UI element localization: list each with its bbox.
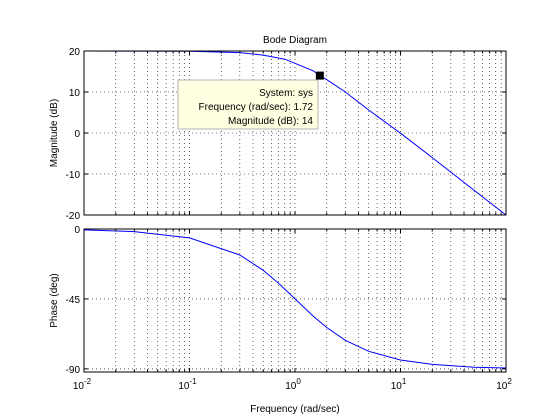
x-tick-label: 10-1 <box>178 377 197 392</box>
y-tick-label: -45 <box>66 295 81 306</box>
series-line <box>83 229 507 369</box>
y-tick-label: -20 <box>66 211 81 222</box>
datatip-box <box>177 79 319 130</box>
y-tick-label: 20 <box>69 47 81 58</box>
datatip-line: Magnitude (dB): 14 <box>228 116 313 127</box>
y-tick-label: 0 <box>74 225 80 236</box>
datatip-line: System: sys <box>259 88 313 99</box>
chart-title: Bode Diagram <box>263 35 327 46</box>
y-tick-label: 0 <box>74 129 80 140</box>
y-tick-label: 10 <box>69 88 81 99</box>
x-tick-label: 102 <box>496 377 512 392</box>
y-tick-label: -10 <box>66 170 81 181</box>
x-tick-label: 10-2 <box>73 377 92 392</box>
y-axis-label: Phase (deg) <box>49 273 60 327</box>
x-tick-label: 101 <box>391 377 407 392</box>
datatip-marker <box>315 71 324 80</box>
magnitude-plot: -20 -10 0 10 20 Bode Diagram Magnitude (dB) Sys… <box>49 35 507 222</box>
y-tick-label: -90 <box>66 365 81 376</box>
y-axis-label: Magnitude (dB) <box>49 99 60 167</box>
x-axis-label: Frequency (rad/sec) <box>250 404 339 415</box>
x-tick-label: 100 <box>285 377 301 392</box>
plot-area <box>84 229 506 372</box>
datatip-line: Frequency (rad/sec): 1.72 <box>199 102 314 113</box>
